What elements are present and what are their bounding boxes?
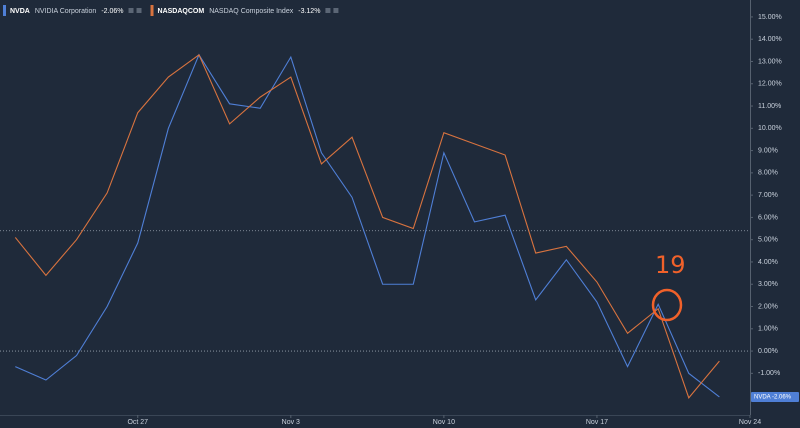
legend-description: NVIDIA Corporation [35, 8, 97, 15]
y-tick-label: 10.00% [758, 125, 782, 132]
y-tick-label: 15.00% [758, 14, 782, 21]
y-tick-label: -1.00% [758, 370, 780, 377]
legend: NVDA NVIDIA Corporation -2.06% NASDAQCOM NAS… [3, 5, 339, 16]
last-value-name: NVDA [754, 395, 771, 401]
legend-change: -2.06% [101, 8, 123, 15]
x-tick-label: Nov 3 [282, 419, 300, 426]
plot-area [0, 53, 750, 399]
y-tick-label: 12.00% [758, 81, 782, 88]
last-value-change: -2.06% [772, 395, 792, 401]
x-tick-label: Nov 17 [586, 419, 608, 426]
legend-swatch [150, 5, 154, 16]
y-tick-label: 11.00% [758, 103, 781, 110]
y-tick-label: 8.00% [758, 170, 778, 177]
legend-swatch [3, 5, 6, 16]
y-tick-label: 13.00% [758, 58, 782, 65]
y-tick-label: 4.00% [758, 259, 778, 266]
legend-icon [136, 8, 142, 13]
legend-change: -3.12% [298, 8, 320, 15]
series-line [14, 53, 720, 399]
series-line [15, 53, 720, 398]
legend-name: NASDAQCOM [158, 8, 205, 15]
x-tick-label: Oct 27 [127, 419, 148, 426]
hand-annotation: 19 [651, 251, 686, 322]
y-tick-label: 6.00% [758, 214, 778, 221]
y-tick-label: 2.00% [758, 303, 778, 310]
y-tick-label: 1.00% [758, 326, 778, 333]
y-tick-label: 0.00% [758, 348, 778, 355]
x-tick-label: Nov 24 [739, 419, 761, 426]
annotation-text: 19 [655, 251, 686, 279]
y-tick-label: 3.00% [758, 281, 778, 288]
x-tick-label: Nov 10 [433, 419, 455, 426]
legend-icon [325, 8, 331, 13]
legend-icon [333, 8, 339, 13]
annotation-circle [651, 288, 683, 322]
legend-name: NVDA [10, 8, 30, 15]
y-tick-label: 5.00% [758, 237, 778, 244]
y-tick-label: 9.00% [758, 147, 778, 154]
y-tick-label: 14.00% [758, 36, 782, 43]
legend-description: NASDAQ Composite Index [209, 8, 294, 15]
y-tick-label: 7.00% [758, 192, 778, 199]
last-value-box [751, 391, 799, 402]
legend-icon [128, 8, 134, 13]
